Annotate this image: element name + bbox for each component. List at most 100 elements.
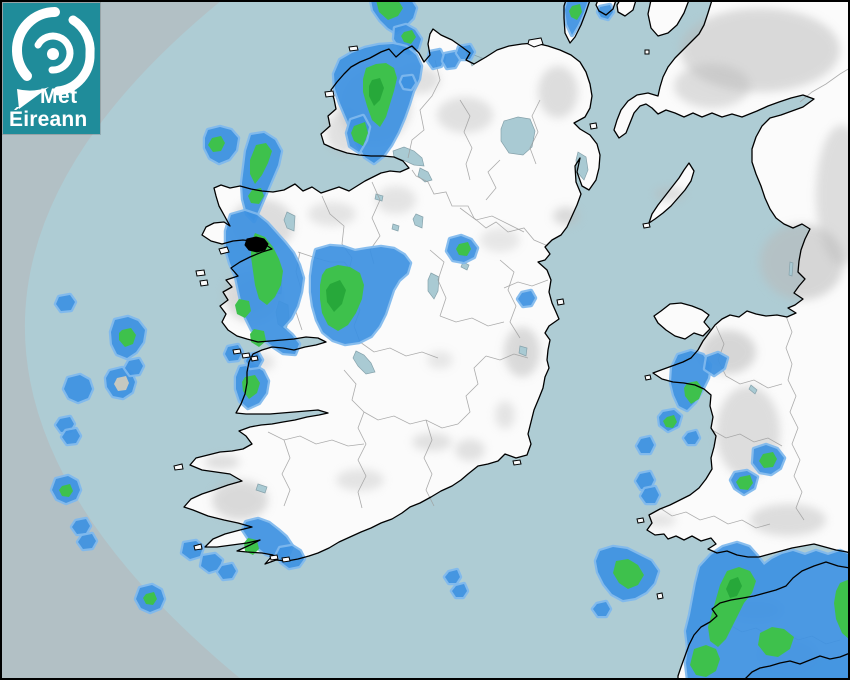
county-boundary [725, 375, 783, 389]
rain-cell-moderate [454, 42, 477, 62]
island-inishturk [199, 279, 209, 287]
island-calf-of-man [642, 222, 651, 229]
rain-cell-moderate [59, 426, 83, 447]
rain-cell-moderate [702, 350, 730, 378]
island-lundy [656, 592, 664, 600]
met-eireann-logo: Met Éireann [3, 3, 100, 134]
terrain-shading [480, 228, 520, 252]
island-aranmore [324, 90, 335, 98]
lake [391, 223, 400, 232]
county-boundary [439, 315, 505, 327]
lake [748, 384, 758, 395]
terrain-shading [308, 202, 356, 226]
island-copeland [589, 122, 598, 130]
landmass-arran [617, 0, 636, 16]
county-boundary [407, 59, 441, 159]
terrain-shading [437, 97, 493, 133]
island-blasket [173, 463, 184, 471]
county-boundary [357, 411, 367, 509]
rain-cell-heavy [401, 30, 416, 44]
coastline-britain-north [613, 0, 850, 558]
terrain-shading [674, 64, 750, 108]
coastline-arran [616, 0, 637, 17]
county-boundary [485, 159, 501, 201]
terrain-shading [412, 433, 452, 451]
landmass-cowal [648, 0, 689, 36]
rain-cell-moderate [442, 567, 463, 586]
rain-cell-heavy [59, 484, 73, 497]
island-ailsa-craig [644, 49, 650, 55]
terrain-shading [760, 224, 844, 300]
terrain-shading [212, 480, 268, 520]
county-boundary [281, 439, 291, 507]
rain-cell-heavy [834, 579, 850, 640]
lake [500, 116, 536, 156]
island-carbery-islands-1 [269, 554, 279, 561]
coastline-layer [183, 0, 850, 680]
rain-cell-moderate [590, 599, 613, 619]
rain-cell-heavy [250, 329, 266, 347]
island-rathlin [527, 37, 544, 48]
rain-cell-moderate [122, 356, 146, 378]
coastline-britain-southwest [677, 561, 850, 680]
rain-cell-heavy [208, 136, 225, 152]
island-aran-islands-1 [232, 348, 242, 355]
rain-cell-heavy [613, 559, 644, 589]
terrain-shading [455, 439, 485, 461]
county-boundary [659, 507, 771, 529]
island-lambay [556, 298, 565, 306]
landmass-britain-north [614, 0, 850, 557]
rain-cell-heavy [250, 143, 272, 184]
rain-cell-heavy [235, 299, 251, 318]
rain-cell-moderate [75, 531, 99, 552]
rain-cell-moderate [215, 561, 239, 582]
island-tory [348, 45, 359, 52]
rain-cell-moderate [53, 292, 78, 314]
rain-cell-moderate [398, 73, 418, 92]
county-boundary [503, 279, 549, 289]
island-inishbofin [195, 269, 206, 277]
rain-layer [49, 0, 850, 680]
landmass-anglesey [654, 303, 710, 339]
county-boundary [785, 315, 805, 521]
rain-cell-heavy [759, 452, 777, 468]
beyond-radar-range-region [0, 0, 242, 680]
rain-cell-intense [369, 78, 384, 106]
rain-cell-moderate [61, 372, 95, 405]
coastline-isle-of-man [648, 162, 695, 224]
terrain-shading [553, 207, 579, 225]
lake [255, 483, 268, 494]
rain-cell-moderate [69, 516, 93, 537]
rain-cell-heavy [569, 4, 582, 20]
coastline-cowal [647, 0, 690, 37]
county-boundary [799, 67, 850, 103]
rain-cell-moderate [668, 348, 713, 413]
island-carbery-islands-2 [281, 556, 291, 563]
rain-cell-moderate [449, 581, 470, 600]
coastline-ireland [183, 28, 601, 565]
lake [788, 261, 794, 277]
county-boundary [711, 429, 783, 447]
county-boundary [359, 341, 439, 359]
island-aran-islands-3 [250, 355, 259, 362]
county-boundary [459, 99, 473, 181]
county-boundary [499, 259, 521, 339]
rain-cell-moderate [425, 47, 447, 71]
county-boundary [363, 411, 459, 429]
rain-cell-heavy [663, 415, 677, 428]
county-boundary [429, 249, 447, 317]
island-clare-island [218, 246, 230, 255]
rain-cell-heavy [708, 567, 756, 647]
terrain-shading [750, 504, 826, 536]
island-clew-bay-islets [244, 236, 269, 253]
county-boundary [457, 355, 487, 425]
island-aran-islands-2 [241, 352, 251, 359]
coastline-islay [595, 0, 617, 16]
lake [283, 211, 296, 232]
island-saltee [512, 459, 522, 466]
rain-cell-moderate [274, 543, 307, 571]
terrain-shading [538, 66, 578, 118]
rain-cell-heavy [456, 242, 471, 256]
